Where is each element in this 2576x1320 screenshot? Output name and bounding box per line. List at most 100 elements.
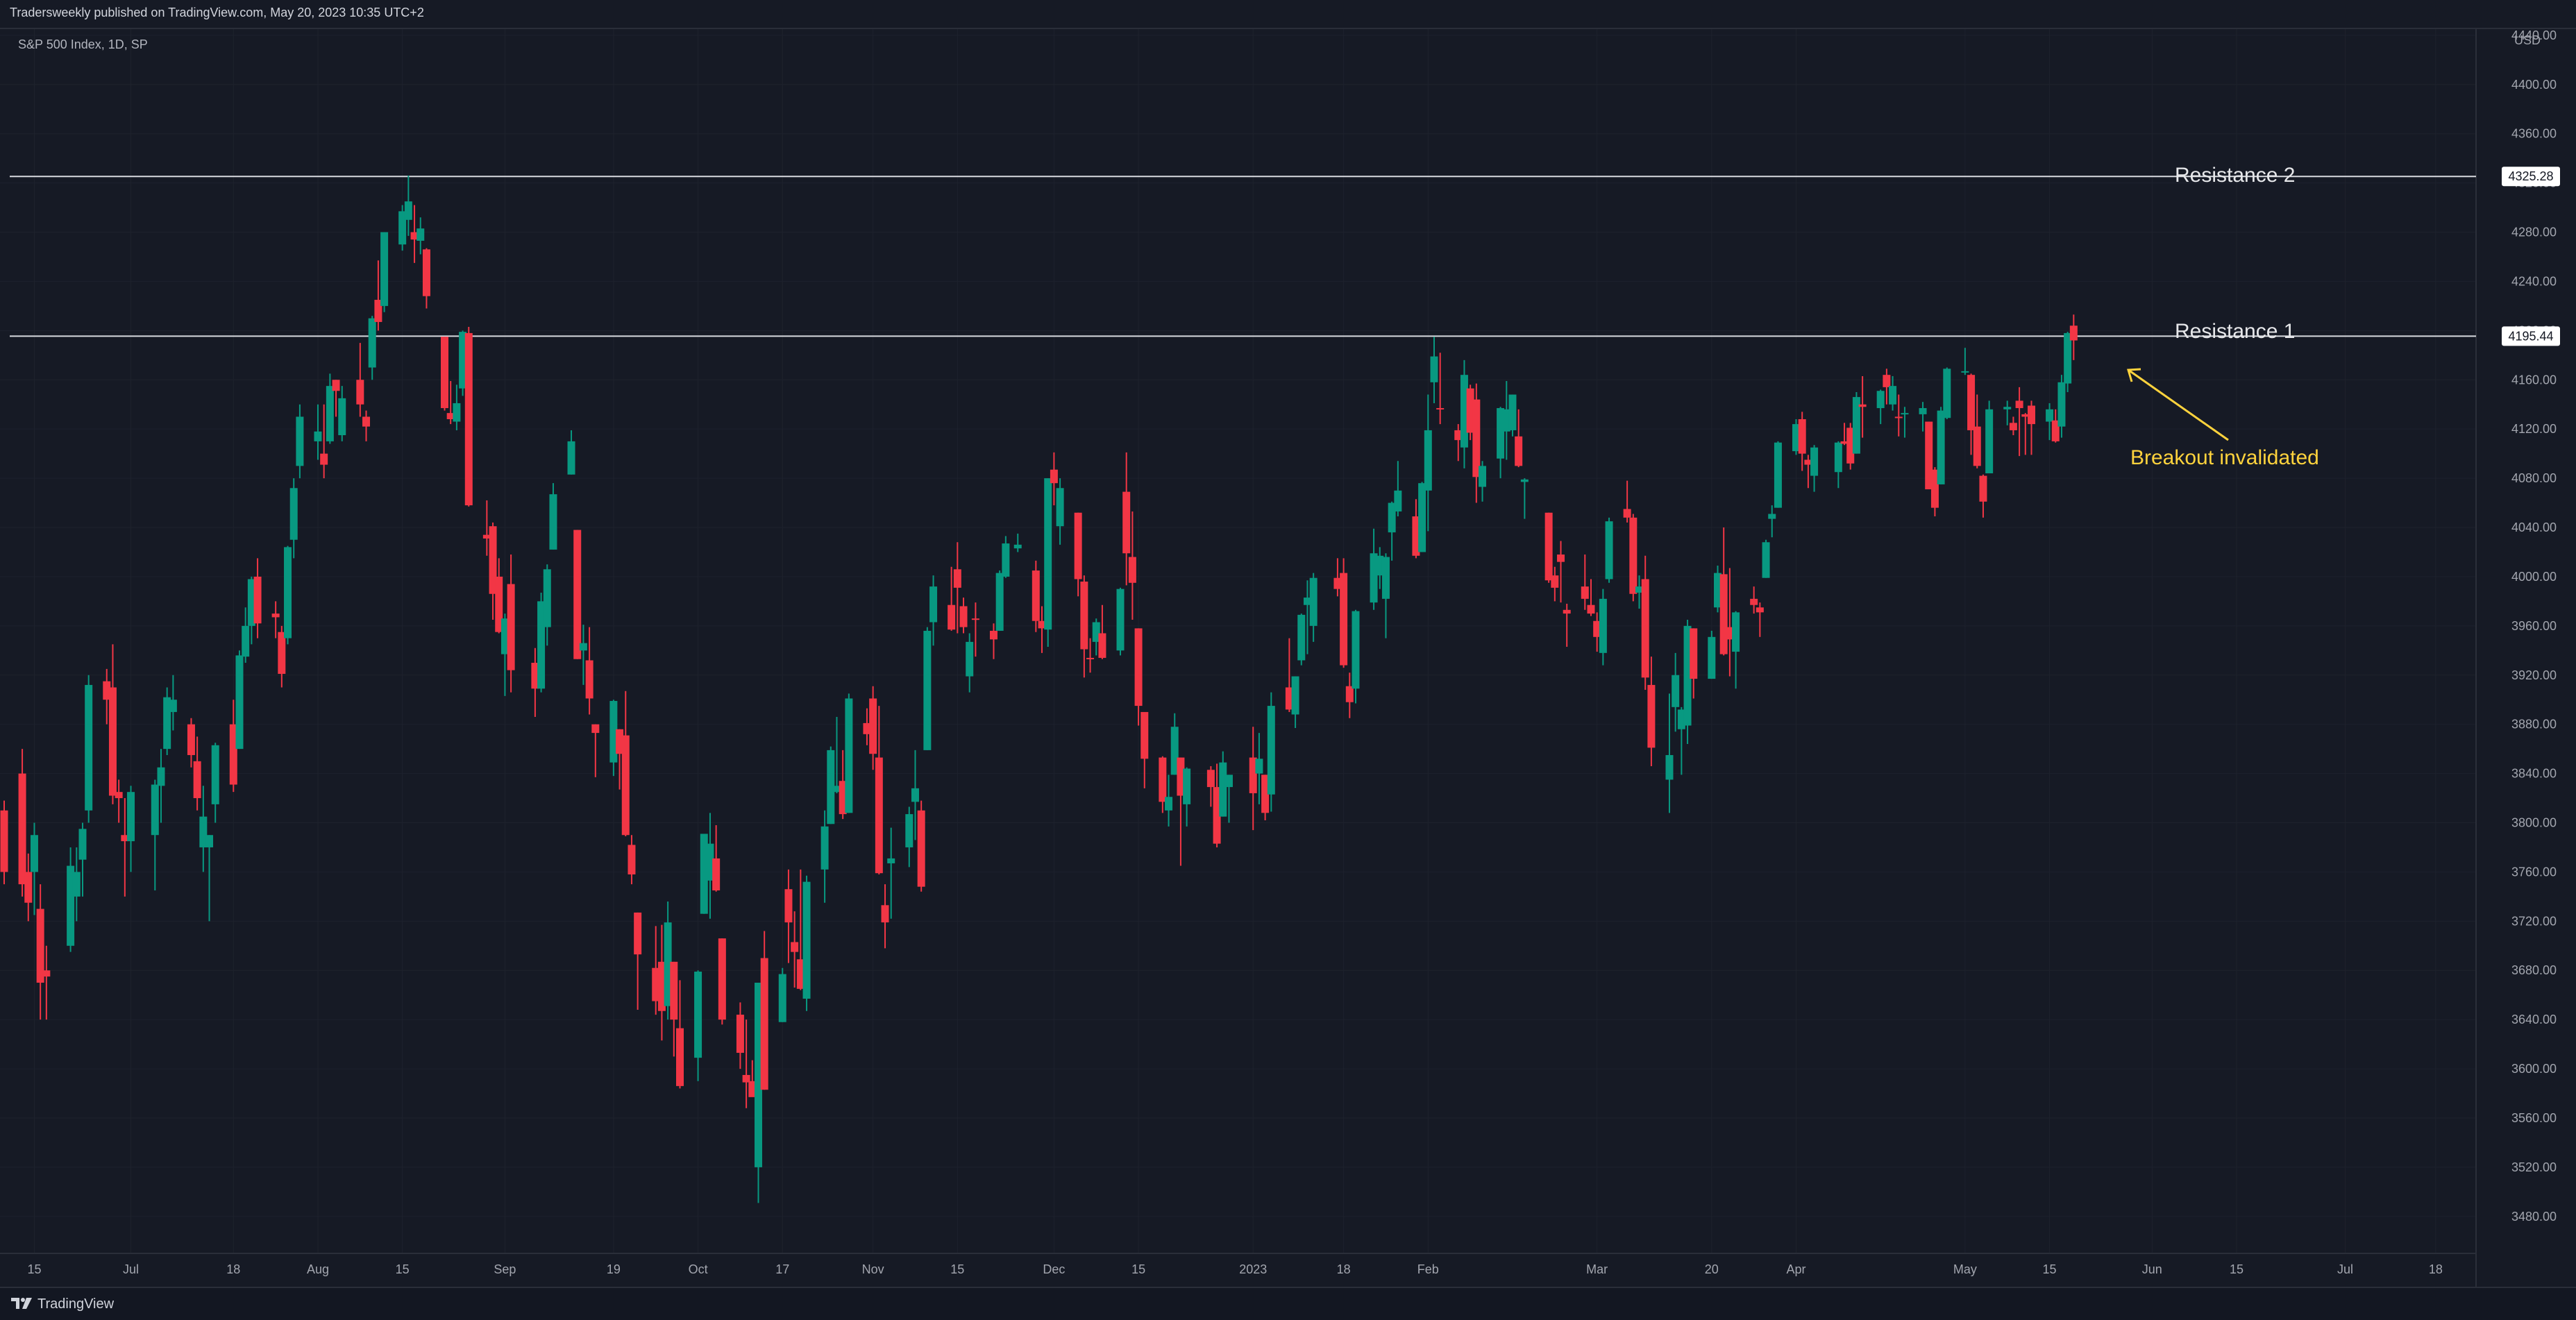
- time-tick-label: 17: [775, 1262, 789, 1276]
- time-tick-label: Jul: [123, 1262, 139, 1276]
- candle: [573, 530, 582, 659]
- candle: [531, 648, 539, 718]
- candle-body: [1479, 466, 1487, 487]
- candle: [827, 746, 835, 824]
- candle-body: [1013, 544, 1022, 549]
- candle-body: [869, 698, 877, 754]
- candle-body: [827, 750, 835, 824]
- candle: [1508, 394, 1517, 437]
- chart-title: S&P 500 Index, 1D, SP: [18, 37, 148, 51]
- candle: [1424, 394, 1432, 532]
- candle: [664, 901, 672, 1020]
- candle-body: [271, 614, 280, 618]
- candle: [1635, 575, 1644, 609]
- candle-body: [1381, 557, 1390, 599]
- candle-body: [1394, 490, 1402, 511]
- candle: [1497, 407, 1505, 479]
- candle: [1979, 474, 1987, 518]
- price-tick-label: 3800.00: [2511, 815, 2557, 829]
- candle-body: [543, 569, 551, 627]
- candle: [1502, 381, 1510, 460]
- price-tick-label: 3520.00: [2511, 1160, 2557, 1174]
- candle: [989, 623, 997, 659]
- candle-body: [1810, 447, 1819, 476]
- candle-body: [1605, 521, 1613, 579]
- candle: [742, 1019, 750, 1108]
- candle: [778, 967, 786, 1022]
- candle: [2057, 375, 2066, 438]
- chart-background: [0, 29, 2576, 1287]
- candle-body: [1593, 620, 1601, 637]
- candle-body: [289, 488, 298, 540]
- candle: [1901, 407, 1909, 438]
- candle-body: [0, 810, 8, 872]
- candle-body: [416, 228, 425, 241]
- candle: [953, 542, 961, 634]
- candle: [1333, 558, 1342, 597]
- candle: [205, 835, 214, 922]
- price-tick-label: 4040.00: [2511, 521, 2557, 534]
- candle: [67, 847, 75, 952]
- candle-body: [579, 643, 587, 651]
- candle: [1672, 652, 1680, 732]
- price-tick-label: 3920.00: [2511, 668, 2557, 682]
- candle-body: [42, 970, 51, 977]
- candle-body: [1080, 582, 1088, 650]
- candle: [356, 343, 364, 417]
- candle: [1297, 614, 1306, 666]
- candle: [24, 853, 33, 922]
- candle: [1858, 375, 1867, 438]
- candle-body: [151, 784, 159, 836]
- candle: [971, 602, 979, 657]
- candle-body: [326, 386, 334, 441]
- candle-body: [742, 1074, 750, 1083]
- candle-body: [1177, 757, 1185, 796]
- candle-body: [1581, 586, 1589, 599]
- candle-body: [2046, 409, 2054, 422]
- candle: [482, 500, 491, 556]
- candle: [1593, 612, 1601, 652]
- candle-body: [845, 698, 853, 813]
- candle: [1683, 619, 1692, 745]
- candle-body: [242, 625, 250, 657]
- candlestick-chart[interactable]: S&P 500 Index, 1D, SP USD 3480.00 3520.00…: [0, 29, 2576, 1287]
- candle: [78, 822, 87, 897]
- candle-body: [820, 826, 829, 870]
- candle-body: [1726, 627, 1734, 640]
- candle: [1032, 560, 1040, 632]
- candle: [338, 386, 346, 441]
- candle-body: [1297, 614, 1306, 661]
- candle: [314, 404, 322, 460]
- time-tick-label: 15: [396, 1262, 410, 1276]
- candle-body: [108, 687, 117, 796]
- candle-body: [712, 858, 721, 891]
- candle-body: [1159, 757, 1167, 802]
- candle-body: [1846, 428, 1855, 464]
- candle-body: [1665, 754, 1674, 780]
- candle: [85, 675, 93, 823]
- candle: [1641, 555, 1649, 691]
- candle: [163, 687, 171, 755]
- candle-body: [1985, 409, 1994, 474]
- candle: [2027, 400, 2035, 455]
- candle: [2009, 416, 2017, 436]
- candle-body: [1206, 770, 1215, 788]
- candle-body: [1352, 611, 1360, 689]
- candle-body: [1213, 787, 1221, 844]
- price-tick-label: 3960.00: [2511, 619, 2557, 633]
- candle-body: [410, 232, 419, 240]
- candle-body: [1774, 442, 1782, 508]
- candle-body: [670, 961, 678, 1020]
- candle: [875, 706, 883, 874]
- candle-body: [573, 530, 582, 659]
- candle: [748, 1060, 757, 1097]
- price-tick-label: 4360.00: [2511, 127, 2557, 141]
- tradingview-brand[interactable]: TradingView: [37, 1296, 115, 1312]
- candle: [863, 708, 871, 745]
- candle-body: [1919, 408, 1927, 414]
- tradingview-logo-icon[interactable]: [10, 1295, 35, 1312]
- candle-body: [1690, 628, 1698, 679]
- candle-body: [1732, 612, 1740, 652]
- candle-body: [1472, 399, 1481, 477]
- time-axis[interactable]: 15 Jul 18 Aug 15 Sep 19 Oct 17 Nov 15 Dec 15 2023 18 Fe…: [27, 1262, 2442, 1276]
